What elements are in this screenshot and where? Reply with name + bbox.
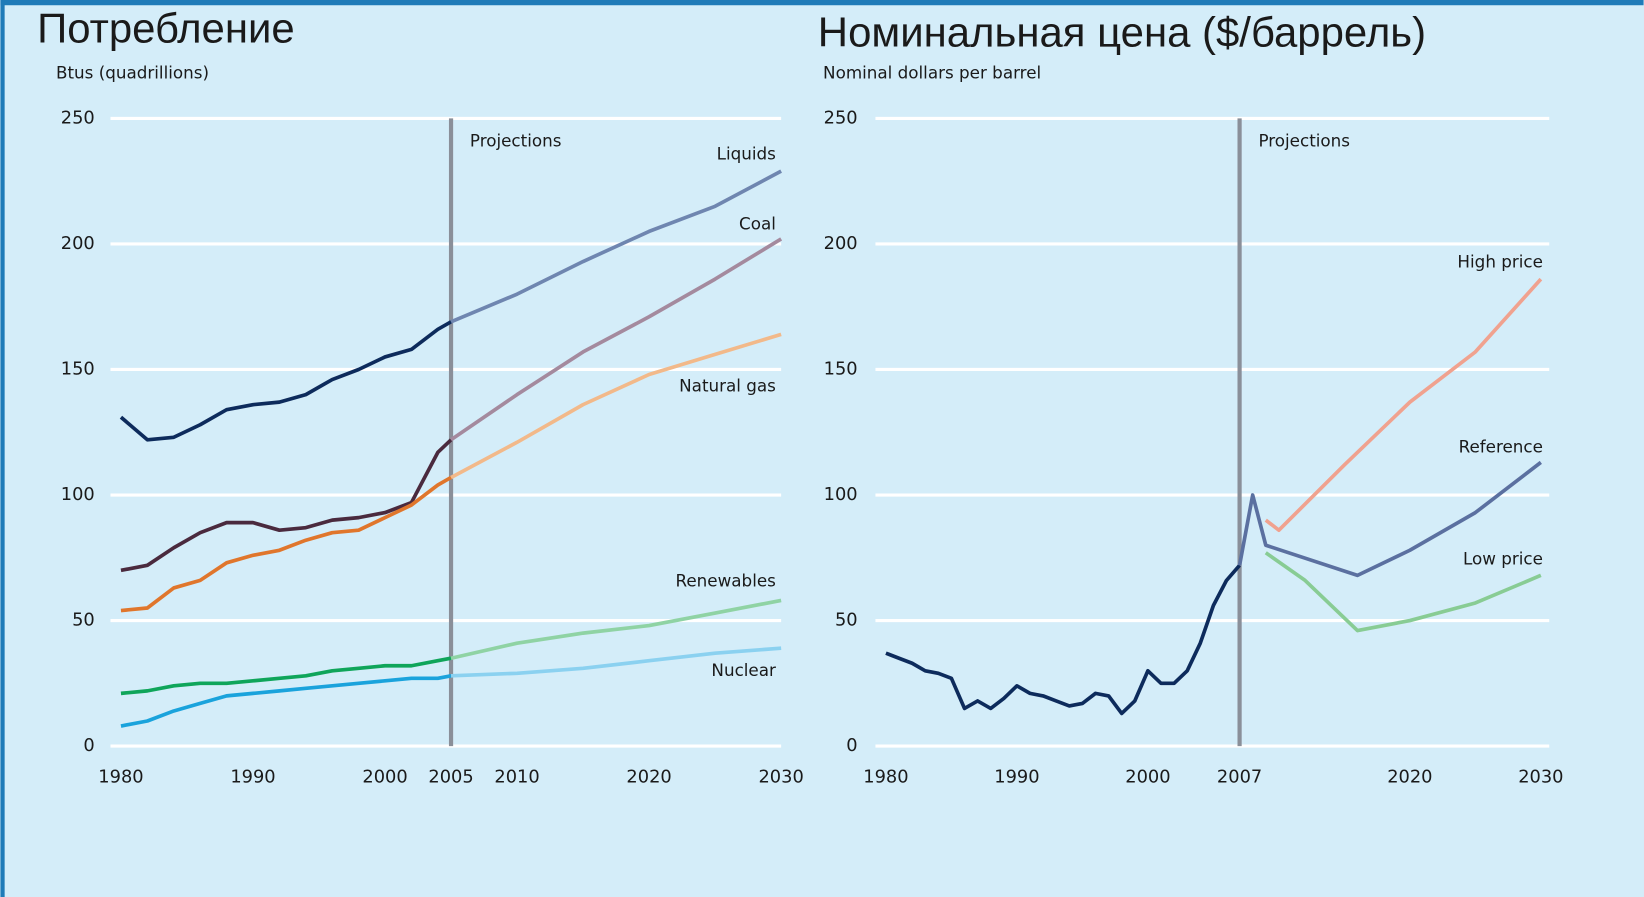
series-line: [450, 598, 782, 661]
series-label: High price: [1457, 251, 1543, 271]
x-tick-label: 2020: [1387, 767, 1432, 788]
series-line: [450, 169, 782, 324]
y-tick-label: 0: [846, 735, 857, 756]
series-label: Liquids: [717, 143, 776, 163]
x-tick-label: 1990: [230, 767, 275, 788]
y-axis-label: Nominal dollars per barrel: [823, 62, 1041, 82]
x-tick-label: 2005: [428, 767, 473, 788]
series-line: [1237, 460, 1542, 578]
series-line: [119, 320, 452, 442]
x-tick-label: 1980: [98, 767, 143, 788]
series-line: [885, 564, 1241, 716]
series-label: Nuclear: [711, 660, 776, 680]
x-tick-label: 2030: [1518, 767, 1563, 788]
x-tick-label: 2020: [626, 767, 671, 788]
y-axis-label: Btus (quadrillions): [56, 62, 209, 82]
y-tick-label: 200: [61, 233, 95, 254]
series-line: [450, 332, 782, 480]
series-line: [450, 646, 782, 678]
y-tick-label: 0: [83, 735, 94, 756]
left-border: [0, 0, 5, 897]
series-label: Natural gas: [679, 376, 776, 396]
chart-title: Потребление: [37, 5, 295, 52]
series-line: [120, 656, 452, 696]
top-border: [0, 0, 1644, 6]
x-tick-label: 2007: [1217, 767, 1262, 788]
y-tick-label: 150: [61, 358, 95, 379]
series-line: [120, 673, 452, 728]
series-label: Coal: [739, 213, 776, 233]
x-tick-label: 2030: [758, 767, 803, 788]
projection-label: Projections: [1258, 130, 1350, 150]
y-tick-label: 200: [824, 233, 858, 254]
y-tick-label: 100: [61, 484, 95, 505]
x-tick-label: 1980: [863, 767, 908, 788]
y-tick-label: 250: [61, 107, 95, 128]
y-tick-label: 50: [835, 610, 858, 631]
series-line: [1264, 277, 1543, 533]
projection-label: Projections: [470, 130, 562, 150]
x-tick-label: 2010: [494, 767, 539, 788]
y-tick-label: 50: [72, 610, 95, 631]
x-tick-label: 2000: [362, 767, 407, 788]
series-label: Low price: [1463, 549, 1543, 569]
series-line: [1264, 551, 1542, 633]
series-label: Renewables: [675, 571, 775, 591]
series-label: Reference: [1459, 437, 1543, 457]
series-line: [120, 475, 452, 613]
chart-title: Номинальная цена ($/баррель): [818, 9, 1426, 56]
series-line: [120, 438, 453, 573]
y-tick-label: 150: [824, 358, 858, 379]
x-tick-label: 2000: [1125, 767, 1170, 788]
y-tick-label: 250: [824, 107, 858, 128]
series-line: [450, 237, 783, 442]
y-tick-label: 100: [824, 484, 858, 505]
x-tick-label: 1990: [994, 767, 1039, 788]
